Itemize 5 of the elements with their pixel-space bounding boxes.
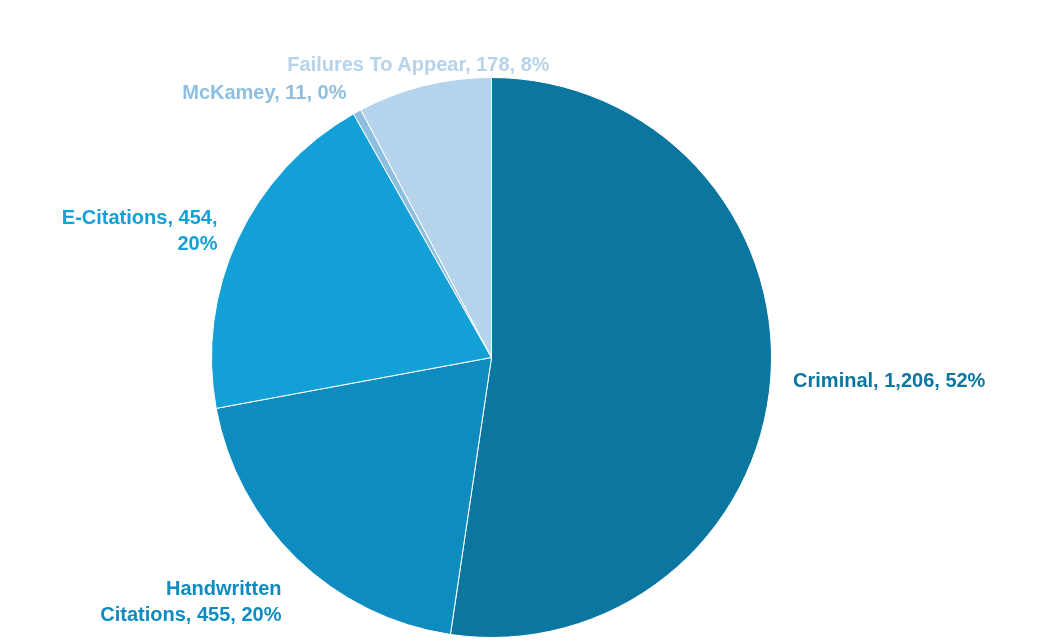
slice-label: Handwritten Citations, 455, 20%	[100, 577, 282, 626]
slice-label: McKamey, 11, 0%	[182, 81, 347, 104]
slice-label: Criminal, 1,206, 52%	[793, 368, 986, 391]
slice-label: Failures To Appear, 178, 8%	[287, 52, 550, 75]
slice-label: E-Citations, 454, 20%	[61, 205, 218, 254]
